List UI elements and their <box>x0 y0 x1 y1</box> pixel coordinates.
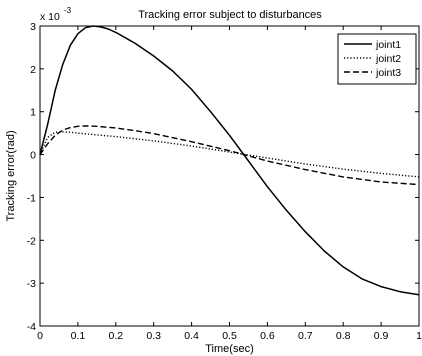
x-tick-label: 0.2 <box>108 330 123 342</box>
legend-label-joint2: joint2 <box>375 53 401 65</box>
y-tick-label: 2 <box>30 64 36 76</box>
y-tick-label: 0 <box>30 150 36 162</box>
legend: joint1 joint2 joint3 <box>337 33 417 85</box>
series-line-joint3 <box>39 125 420 186</box>
plot-frame <box>39 25 420 327</box>
x-tick-label: 0.8 <box>336 330 351 342</box>
y-tick-label: -2 <box>27 235 36 247</box>
legend-label-joint1: joint1 <box>375 39 401 51</box>
x-tick-label: 0.3 <box>146 330 161 342</box>
x-tick-label: 0 <box>37 330 43 342</box>
axis-ticks: 0 0.1 0.2 0.3 0.4 0.5 0.6 0.7 0.8 0.9 1 -4 -3 -2 -1 0 1 2… <box>27 21 422 342</box>
x-tick-label: 1 <box>416 330 422 342</box>
y-tick-label: -4 <box>27 321 36 333</box>
x-tick-label: 0.1 <box>71 330 86 342</box>
chart-title: Tracking error subject to disturbances <box>138 9 322 21</box>
series-line-joint1 <box>39 25 420 296</box>
x-tick-label: 0.7 <box>298 330 313 342</box>
legend-box <box>337 33 417 85</box>
y-tick-label: -1 <box>27 192 36 204</box>
y-multiplier-label: x 10 <box>40 11 60 23</box>
y-axis-label: Tracking error(rad) <box>5 130 17 221</box>
y-tick-label: 3 <box>30 21 36 33</box>
legend-label-joint3: joint3 <box>375 67 401 79</box>
y-tick-label: -3 <box>27 278 36 290</box>
x-tick-label: 0.4 <box>184 330 199 342</box>
plot-lines <box>39 25 420 296</box>
y-multiplier-exponent: -3 <box>64 6 72 15</box>
x-tick-label: 0.6 <box>260 330 275 342</box>
x-tick-label: 0.5 <box>222 330 237 342</box>
x-axis-label: Time(sec) <box>205 343 253 355</box>
x-tick-label: 0.9 <box>374 330 389 342</box>
y-tick-label: 1 <box>30 107 36 119</box>
